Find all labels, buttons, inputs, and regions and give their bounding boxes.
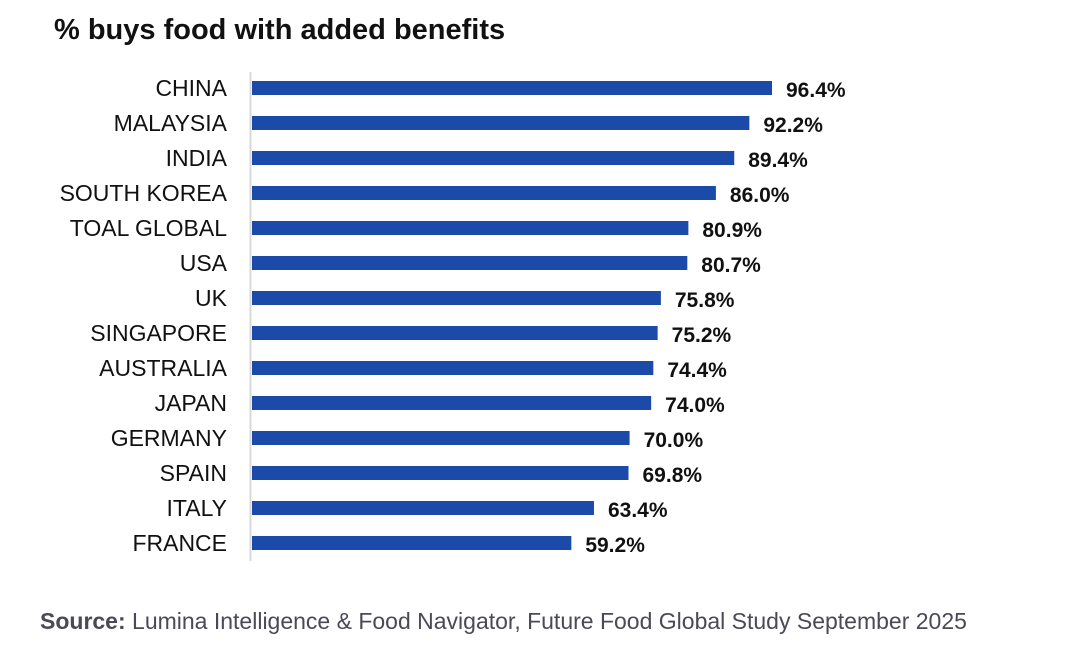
category-label: FRANCE (132, 530, 227, 556)
bar (252, 116, 750, 130)
category-label: UK (195, 285, 228, 311)
category-label: TOAL GLOBAL (70, 215, 227, 241)
data-label: 63.4% (608, 499, 668, 522)
data-label: 74.4% (667, 359, 727, 382)
category-label: ITALY (167, 495, 228, 521)
bar (252, 326, 658, 340)
data-label: 75.8% (675, 289, 735, 312)
bar (252, 221, 689, 235)
data-label: 75.2% (672, 324, 732, 347)
category-label: MALAYSIA (114, 110, 228, 136)
data-label: 89.4% (748, 149, 808, 172)
bar (252, 501, 594, 515)
bar (252, 291, 661, 305)
data-label: 80.7% (701, 254, 761, 277)
category-label: JAPAN (155, 390, 227, 416)
category-label: SINGAPORE (90, 320, 227, 346)
bar (252, 361, 654, 375)
bar (252, 536, 572, 550)
data-label: 92.2% (763, 114, 823, 137)
bar-chart: CHINA 96.4% MALAYSIA 92.2% INDIA 89.4% SOUTH K… (60, 72, 846, 561)
bar (252, 81, 772, 95)
category-label: SOUTH KOREA (60, 180, 228, 206)
category-label: AUSTRALIA (99, 355, 227, 381)
data-label: 74.0% (665, 394, 725, 417)
bar (252, 256, 688, 270)
source-note: Source: Lumina Intelligence & Food Navig… (40, 608, 967, 635)
bar (252, 466, 629, 480)
category-label: SPAIN (160, 460, 227, 486)
category-label: INDIA (166, 145, 228, 171)
data-label: 80.9% (702, 219, 762, 242)
category-label: CHINA (155, 75, 227, 101)
data-label: 96.4% (786, 79, 846, 102)
bar (252, 431, 630, 445)
source-label: Source: (40, 608, 126, 634)
bar (252, 151, 735, 165)
bar (252, 396, 652, 410)
category-label: GERMANY (111, 425, 227, 451)
data-label: 70.0% (644, 429, 704, 452)
category-label: USA (180, 250, 228, 276)
data-label: 69.8% (643, 464, 703, 487)
data-label: 59.2% (585, 534, 645, 557)
bar (252, 186, 716, 200)
source-text: Lumina Intelligence & Food Navigator, Fu… (125, 608, 967, 634)
chart-title: % buys food with added benefits (54, 14, 506, 46)
data-label: 86.0% (730, 184, 790, 207)
